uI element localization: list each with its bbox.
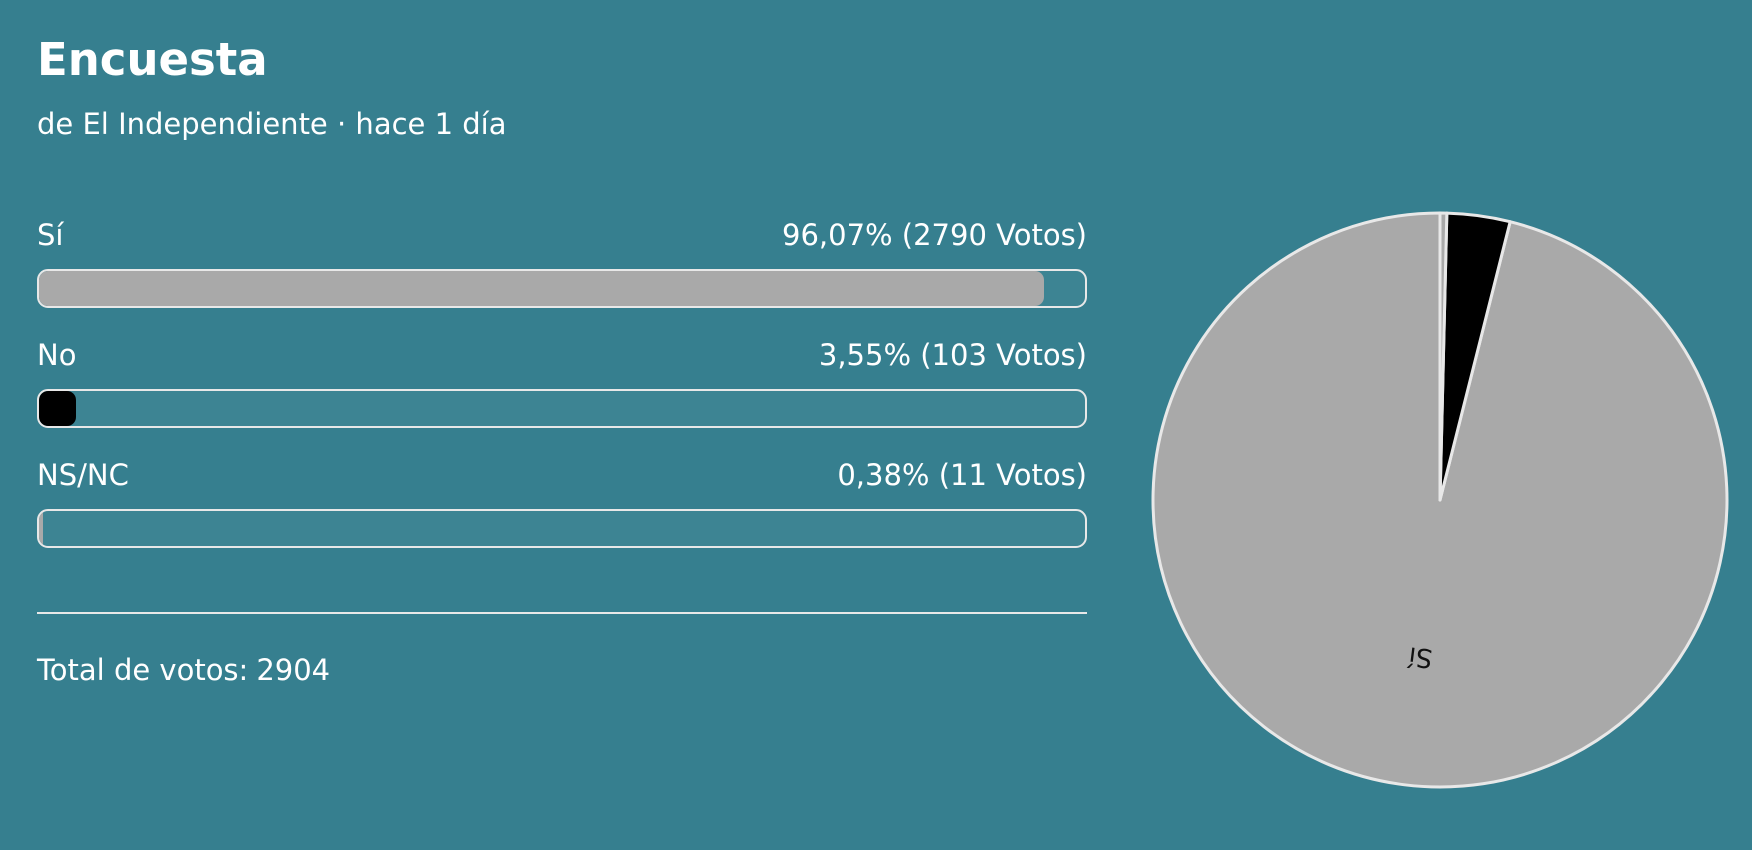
option-label: Sí — [37, 218, 64, 252]
option-bar-fill — [39, 391, 77, 426]
poll-option-si[interactable]: Sí 96,07% (2790 Votos) — [37, 215, 1087, 321]
option-bar-track — [37, 509, 1087, 548]
poll-meta: de El Independiente · hace 1 día — [37, 107, 507, 141]
total-votes-label: Total de votos: — [37, 653, 249, 687]
option-bar-fill — [39, 271, 1044, 306]
poll-option-no[interactable]: No 3,55% (103 Votos) — [37, 335, 1087, 441]
option-result: 0,38% (11 Votos) — [837, 458, 1087, 492]
option-bar-fill — [39, 511, 43, 546]
option-label: NS/NC — [37, 458, 129, 492]
pie-label-si: Sí — [1406, 640, 1434, 673]
total-votes: Total de votos: 2904 — [37, 650, 330, 690]
pie-slice-ns-nc[interactable] — [1438, 211, 1449, 502]
option-bar-track — [37, 269, 1087, 308]
option-result: 3,55% (103 Votos) — [818, 338, 1087, 372]
option-label: No — [37, 338, 77, 372]
divider — [37, 612, 1087, 614]
option-result: 96,07% (2790 Votos) — [782, 218, 1087, 252]
pie-chart-svg: Sí — [1151, 211, 1729, 789]
poll-option-nsnc[interactable]: NS/NC 0,38% (11 Votos) — [37, 455, 1087, 561]
option-bar-track — [37, 389, 1087, 428]
results-pie-chart: Sí — [1150, 210, 1730, 790]
poll-title: Encuesta — [37, 33, 268, 86]
total-votes-value: 2904 — [256, 653, 331, 687]
